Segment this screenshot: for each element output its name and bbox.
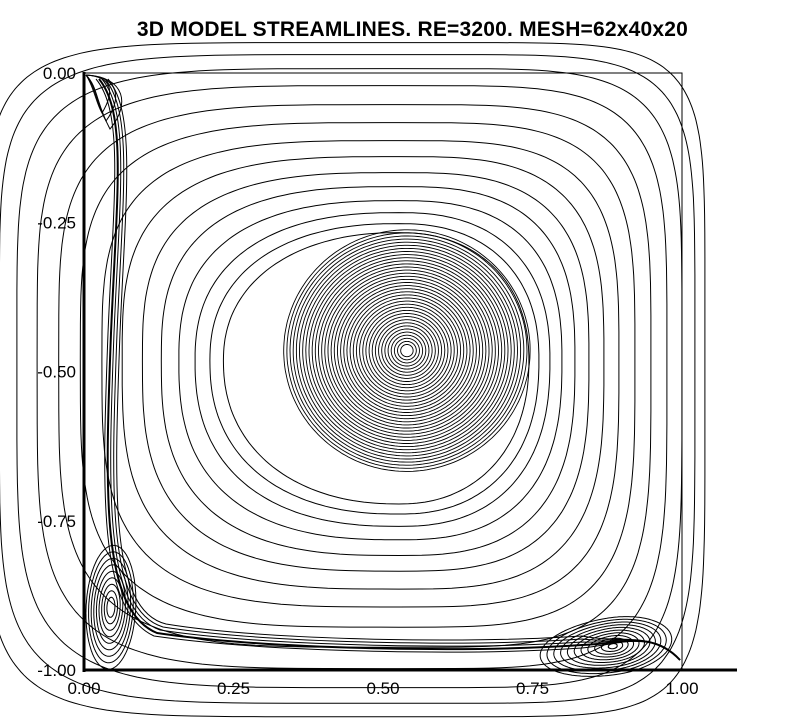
streamline-top-left bbox=[85, 74, 123, 130]
axes bbox=[82, 72, 737, 672]
streamline-corner-left bbox=[90, 557, 132, 657]
streamline-corner-left bbox=[95, 570, 126, 644]
streamline-outer bbox=[36, 85, 668, 670]
streamline-outer bbox=[0, 54, 696, 704]
streamline-core bbox=[314, 260, 499, 441]
streamline-core bbox=[374, 319, 439, 382]
streamline-core bbox=[365, 309, 449, 392]
streamline-core bbox=[330, 275, 484, 426]
streamline-core bbox=[305, 251, 509, 451]
streamline-outer bbox=[141, 172, 590, 572]
streamline-corner-left bbox=[103, 590, 119, 625]
streamline-core bbox=[355, 300, 458, 401]
streamline-corner-left bbox=[88, 551, 134, 664]
streamline-core bbox=[295, 241, 518, 460]
streamline-separatrix bbox=[95, 78, 681, 661]
streamline-core bbox=[346, 291, 468, 410]
y-tick-label: -0.50 bbox=[37, 363, 76, 382]
streamline-corner-left bbox=[93, 564, 129, 651]
streamline-outer bbox=[0, 42, 706, 718]
streamlines bbox=[0, 42, 706, 718]
streamline-outer bbox=[178, 200, 563, 541]
streamline-core bbox=[387, 331, 427, 370]
streamline-core bbox=[393, 337, 420, 364]
streamline-corner-right bbox=[587, 635, 635, 658]
streamline-outer bbox=[160, 186, 576, 557]
streamline-core bbox=[352, 297, 462, 404]
streamline-corner-right bbox=[573, 629, 645, 663]
streamline-core bbox=[286, 232, 528, 469]
streamline-corner-left bbox=[98, 577, 124, 638]
streamline-corner-right bbox=[553, 621, 662, 672]
y-tick-label: -1.00 bbox=[37, 661, 76, 680]
streamline-corner-left bbox=[85, 544, 137, 670]
streamline-core bbox=[289, 235, 525, 466]
streamline-core bbox=[371, 316, 443, 386]
streamline-core bbox=[359, 303, 455, 398]
streamline-separatrix bbox=[104, 78, 681, 661]
streamline-outer bbox=[121, 156, 605, 590]
tick-labels: 0.00 0.25 0.50 0.75 1.00 0.00 -0.25 -0.50 -0.75 -… bbox=[37, 64, 698, 698]
streamline-outer bbox=[222, 232, 530, 505]
streamline-corner-left bbox=[101, 583, 121, 631]
streamline-core bbox=[318, 263, 496, 438]
streamline-corner-right bbox=[539, 616, 673, 677]
streamline-core bbox=[343, 288, 471, 413]
x-tick-label: 0.00 bbox=[67, 679, 100, 698]
streamline-core bbox=[397, 340, 417, 361]
streamline-core bbox=[283, 229, 531, 472]
streamline-outer bbox=[209, 223, 540, 515]
x-tick-label: 0.25 bbox=[217, 679, 250, 698]
streamline-outer bbox=[79, 122, 636, 628]
streamline-separatrix bbox=[107, 78, 681, 661]
streamline-core bbox=[321, 266, 493, 435]
streamline-core bbox=[349, 294, 465, 407]
streamline-core bbox=[333, 278, 480, 423]
streamline-core bbox=[308, 254, 506, 448]
streamline-corner-right bbox=[580, 632, 640, 661]
streamline-core bbox=[381, 325, 433, 376]
x-tick-label: 0.50 bbox=[366, 679, 399, 698]
streamline-core bbox=[337, 282, 477, 420]
chart-title: 3D MODEL STREAMLINES. RE=3200. MESH=62x4… bbox=[136, 18, 689, 41]
x-tick-label: 1.00 bbox=[665, 679, 698, 698]
streamline-corner-right bbox=[560, 624, 656, 669]
streamline-outer bbox=[101, 140, 620, 608]
streamline-core bbox=[368, 313, 446, 389]
y-tick-label: -0.75 bbox=[37, 512, 76, 531]
streamline-core bbox=[302, 247, 512, 454]
streamline-corner-right bbox=[566, 626, 651, 666]
x-tick-label: 0.75 bbox=[516, 679, 549, 698]
streamline-corner-right bbox=[594, 637, 629, 655]
streamline-core bbox=[327, 272, 487, 429]
streamline-core bbox=[400, 344, 414, 358]
streamline-core bbox=[324, 269, 490, 432]
y-tick-label: -0.25 bbox=[37, 213, 76, 232]
streamline-corner-right bbox=[546, 618, 667, 675]
streamline-corner-left bbox=[106, 596, 116, 618]
streamline-outer bbox=[194, 212, 551, 527]
streamline-core bbox=[378, 322, 436, 379]
streamline-core bbox=[362, 306, 452, 395]
streamline-core bbox=[311, 257, 503, 444]
streamline-core bbox=[292, 238, 522, 463]
streamline-core bbox=[299, 244, 515, 457]
streamline-separatrix bbox=[98, 78, 681, 661]
y-tick-label: 0.00 bbox=[43, 64, 76, 83]
streamline-core bbox=[340, 285, 474, 417]
streamline-core bbox=[390, 334, 424, 367]
streamline-core bbox=[384, 328, 430, 373]
streamline-separatrix bbox=[101, 78, 681, 661]
